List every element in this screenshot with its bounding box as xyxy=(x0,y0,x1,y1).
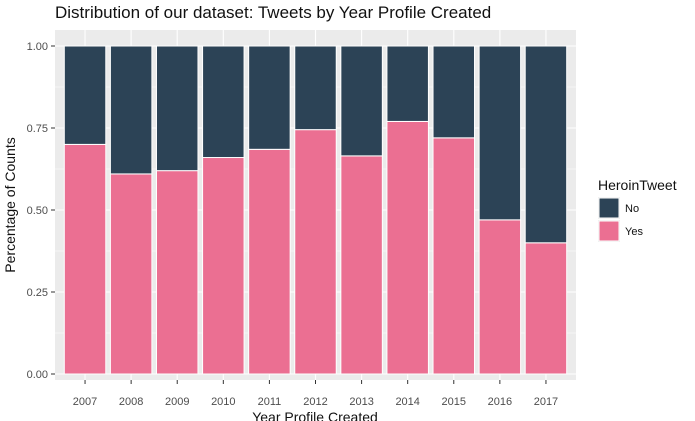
x-tick-label: 2012 xyxy=(303,396,327,408)
x-tick-label: 2007 xyxy=(73,396,97,408)
bars xyxy=(63,45,568,375)
x-tick-label: 2015 xyxy=(442,396,466,408)
y-tick-label: 0.50 xyxy=(27,205,48,217)
bar-yes-2016 xyxy=(478,219,522,375)
bar-yes-2009 xyxy=(155,170,199,375)
bar-yes-2010 xyxy=(202,157,245,375)
bar-no-2016 xyxy=(478,45,522,221)
x-tick-label: 2016 xyxy=(488,396,512,408)
x-axis-title: Year Profile Created xyxy=(252,409,378,421)
y-tick-label: 0.75 xyxy=(27,123,48,135)
bar-yes-2015 xyxy=(432,137,476,375)
x-axis-ticks: 2007 2008 2009 2010 2011 2012 2013 2014 2015 2016… xyxy=(73,380,558,408)
x-tick-label: 2011 xyxy=(258,396,282,408)
bar-no-2010 xyxy=(202,45,245,159)
bar-yes-2008 xyxy=(109,173,153,375)
bar-no-2008 xyxy=(109,45,153,175)
x-tick-label: 2008 xyxy=(119,396,143,408)
bar-no-2009 xyxy=(155,45,199,172)
legend: HeroinTweet No Yes xyxy=(598,177,677,242)
y-axis-ticks: 0.00 0.25 0.50 0.75 1.00 xyxy=(27,41,55,381)
x-tick-label: 2014 xyxy=(395,396,419,408)
y-tick-label: 1.00 xyxy=(27,41,48,53)
x-tick-label: 2010 xyxy=(211,396,235,408)
legend-label-no: No xyxy=(625,203,639,215)
y-axis-title: Percentage of Counts xyxy=(2,137,18,272)
legend-title: HeroinTweet xyxy=(598,177,677,193)
bar-no-2013 xyxy=(340,45,383,157)
legend-swatch-yes xyxy=(598,220,620,242)
y-tick-label: 0.00 xyxy=(27,369,48,381)
x-tick-label: 2013 xyxy=(349,396,373,408)
bar-no-2015 xyxy=(432,45,476,139)
bar-yes-2007 xyxy=(63,143,107,375)
bar-no-2011 xyxy=(248,45,291,150)
y-tick-label: 0.25 xyxy=(27,287,48,299)
bar-yes-2012 xyxy=(294,129,337,375)
bar-yes-2017 xyxy=(524,242,568,375)
legend-swatch-no xyxy=(598,197,620,219)
bar-no-2012 xyxy=(294,45,337,131)
legend-label-yes: Yes xyxy=(625,226,643,238)
chart-title: Distribution of our dataset: Tweets by Y… xyxy=(55,3,491,22)
x-tick-label: 2017 xyxy=(534,396,558,408)
bar-yes-2014 xyxy=(386,120,429,375)
bar-no-2017 xyxy=(524,45,568,244)
bar-no-2014 xyxy=(386,45,429,122)
x-tick-label: 2009 xyxy=(165,396,189,408)
bar-yes-2011 xyxy=(248,148,291,375)
bar-no-2007 xyxy=(63,45,107,145)
bar-yes-2013 xyxy=(340,155,383,375)
